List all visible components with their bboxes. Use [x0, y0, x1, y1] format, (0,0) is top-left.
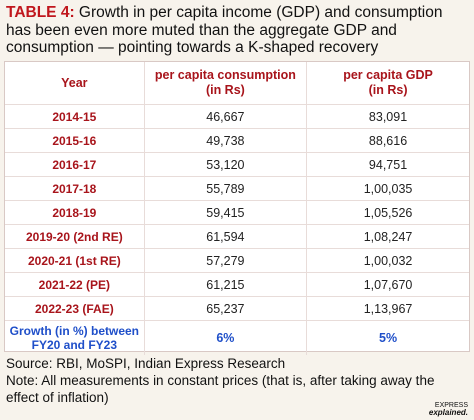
- gdp-cell: 1,07,670: [306, 272, 469, 297]
- growth-consumption: 6%: [143, 320, 308, 355]
- year-cell: 2015-16: [5, 128, 145, 153]
- consumption-cell: 61,215: [143, 272, 308, 297]
- table-row: 2015-16 49,738 88,616: [5, 128, 469, 153]
- table-row: 2017-18 55,789 1,00,035: [5, 176, 469, 201]
- growth-gdp: 5%: [379, 331, 398, 345]
- header-year: Year: [5, 62, 145, 105]
- table-row: 2019-20 (2nd RE) 61,594 1,08,247: [5, 224, 469, 249]
- year-cell: 2022-23 (FAE): [5, 296, 145, 321]
- gdp-cell: 1,13,967: [306, 296, 469, 321]
- gdp-cell: 83,091: [306, 104, 469, 129]
- year-cell: 2018-19: [5, 200, 145, 225]
- logo-top: EXPRESS: [434, 402, 468, 409]
- year-cell: 2017-18: [5, 176, 145, 201]
- table-row: 2014-15 46,667 83,091: [5, 104, 469, 129]
- gdp-cell: 1,08,247: [306, 224, 469, 249]
- data-table-container: Year per capita consumption (in Rs) per …: [4, 61, 470, 355]
- note-text: Note: All measurements in constant price…: [6, 373, 435, 405]
- title-text: Growth in per capita income (GDP) and co…: [6, 4, 443, 56]
- table-row: 2020-21 (1st RE) 57,279 1,00,032: [5, 248, 469, 273]
- gdp-cell: 1,00,032: [306, 248, 469, 273]
- consumption-cell: 49,738: [143, 128, 308, 153]
- consumption-cell: 61,594: [143, 224, 308, 249]
- header-consumption: per capita consumption (in Rs): [143, 62, 308, 105]
- table-body: 2014-15 46,667 83,091 2015-16 49,738 88,616 20…: [5, 104, 469, 355]
- source-text: Source: RBI, MoSPI, Indian Express Resea…: [6, 356, 286, 371]
- year-cell: 2021-22 (PE): [5, 272, 145, 297]
- year-cell: 2014-15: [5, 104, 145, 129]
- page-title: TABLE 4: Growth in per capita income (GD…: [6, 4, 468, 57]
- consumption-cell: 59,415: [143, 200, 308, 225]
- header-gdp: per capita GDP (in Rs): [306, 62, 469, 105]
- growth-row: Growth (in %) between FY20 and FY23 6% 5%: [5, 320, 469, 355]
- year-cell: 2016-17: [5, 152, 145, 177]
- express-explained-logo: EXPRESS explained.: [428, 402, 468, 417]
- gdp-cell: 1,00,035: [306, 176, 469, 201]
- growth-label: Growth (in %) between FY20 and FY23: [9, 324, 140, 352]
- table-header-row: Year per capita consumption (in Rs) per …: [5, 62, 469, 105]
- table-row: 2018-19 59,415 1,05,526: [5, 200, 469, 225]
- logo-brand: explained.: [428, 408, 468, 417]
- consumption-cell: 65,237: [143, 296, 308, 321]
- year-cell: 2019-20 (2nd RE): [5, 224, 145, 249]
- consumption-cell: 57,279: [143, 248, 308, 273]
- gdp-cell: 1,05,526: [306, 200, 469, 225]
- table-row: 2022-23 (FAE) 65,237 1,13,967: [5, 296, 469, 321]
- source-notes: Source: RBI, MoSPI, Indian Express Resea…: [6, 355, 468, 406]
- table-row: 2021-22 (PE) 61,215 1,07,670: [5, 272, 469, 297]
- consumption-cell: 55,789: [143, 176, 308, 201]
- table-row: 2016-17 53,120 94,751: [5, 152, 469, 177]
- gdp-cell: 94,751: [306, 152, 469, 177]
- year-cell: 2020-21 (1st RE): [5, 248, 145, 273]
- consumption-cell: 46,667: [143, 104, 308, 129]
- gdp-cell: 88,616: [306, 128, 469, 153]
- table-label: TABLE 4:: [6, 4, 75, 21]
- consumption-cell: 53,120: [143, 152, 308, 177]
- data-table: Year per capita consumption (in Rs) per …: [5, 62, 469, 355]
